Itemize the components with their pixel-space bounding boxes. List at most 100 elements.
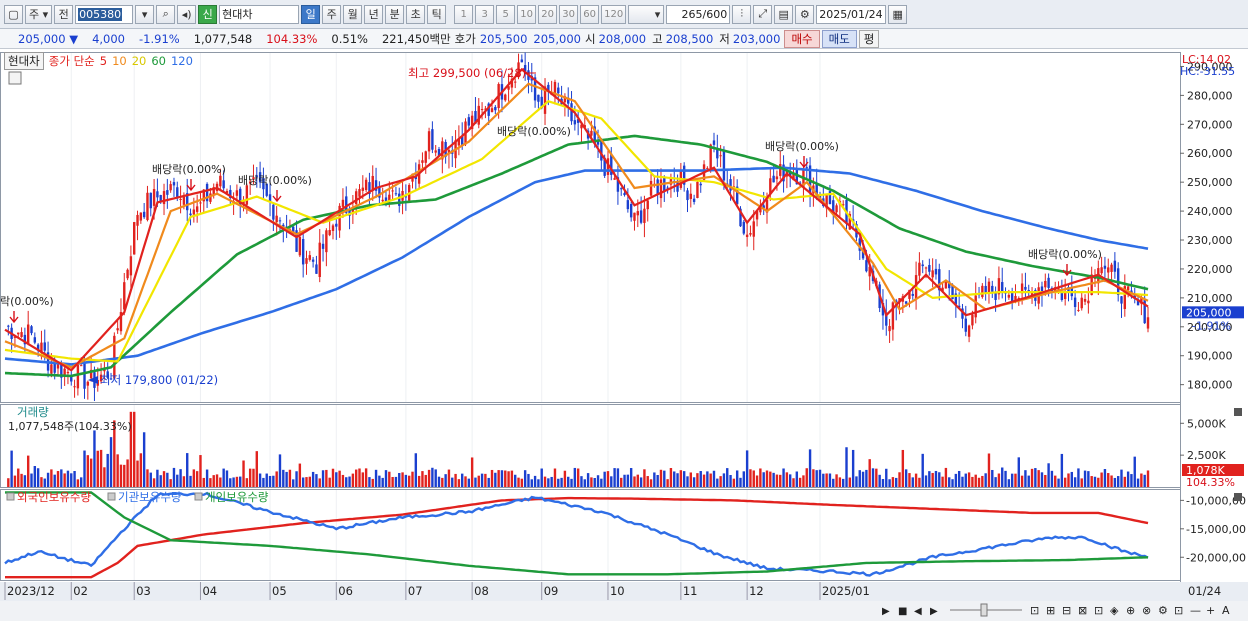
volume-bar (1143, 474, 1146, 487)
market-select[interactable]: 주 ▾ (25, 4, 53, 24)
volume-bar (643, 469, 646, 487)
candle (1107, 258, 1110, 282)
candle (779, 151, 782, 180)
interval-button-1[interactable]: 1 (454, 4, 474, 24)
candle (318, 229, 321, 283)
draw-tool-icon[interactable]: ⤢ (753, 4, 773, 24)
chart-settings-icon[interactable] (8, 71, 22, 85)
candle-body (149, 192, 152, 209)
candle-body (354, 191, 358, 205)
volume-bar (172, 467, 176, 487)
candle (149, 192, 152, 217)
volume-bar (169, 479, 172, 487)
x-tick-label: 08 (474, 584, 489, 598)
scroll-bar[interactable] (0, 601, 1248, 621)
volume-bar (885, 468, 888, 487)
volume-bar (242, 460, 245, 487)
volume-bar (1110, 475, 1113, 487)
candle-body (80, 365, 83, 367)
x-tick-label: 06 (338, 584, 353, 598)
interval-button-3[interactable]: 3 (475, 4, 495, 24)
period-button-2[interactable]: 월 (343, 4, 363, 24)
candle-body (494, 106, 497, 111)
candle (172, 177, 176, 197)
candle-body (23, 334, 27, 345)
candle (364, 177, 368, 193)
period-button-3[interactable]: 년 (364, 4, 384, 24)
speaker-icon[interactable]: ◂) (177, 4, 197, 24)
legend-ma20: 20 (131, 54, 147, 68)
period-button-0[interactable]: 일 (301, 4, 321, 24)
interval-button-5[interactable]: 5 (496, 4, 516, 24)
stock-chart[interactable]: 180,000 190,000 200,000 210,000 220,000 230,0… (0, 50, 1248, 621)
volume-bar (195, 471, 199, 487)
candle-body (689, 193, 692, 199)
period-button-5[interactable]: 초 (406, 4, 426, 24)
new-badge[interactable]: 신 (198, 4, 218, 24)
candle (470, 110, 474, 137)
volume-bar (1040, 472, 1044, 487)
candle-type-icon[interactable]: ⫶ (732, 4, 752, 24)
x-tick-label: 03 (136, 584, 151, 598)
candle-body (295, 230, 298, 252)
buy-button[interactable]: 매수 (784, 29, 820, 48)
code-input[interactable]: 005380 (75, 4, 134, 24)
save-icon[interactable]: ▤ (774, 4, 794, 24)
volume-bar (136, 460, 139, 487)
gear-icon[interactable]: ⚙ (795, 4, 815, 24)
interval-button-10[interactable]: 10 (517, 4, 537, 24)
period-button-1[interactable]: 주 (322, 4, 342, 24)
stock-name-field[interactable]: 현대차 (219, 4, 300, 24)
interval-dropdown[interactable]: ▾ (628, 4, 665, 24)
volume-bar (1130, 474, 1133, 487)
interval-button-120[interactable]: 120 (601, 4, 627, 24)
interval-button-60[interactable]: 60 (580, 4, 600, 24)
dividend-annotation: 배당락(0.00%) (238, 174, 312, 187)
prev-button[interactable]: 전 (54, 4, 74, 24)
code-dropdown-icon[interactable]: ▾ (135, 4, 155, 24)
low-price: 203,000 (732, 31, 781, 46)
candle-body (1077, 309, 1080, 311)
period-button-4[interactable]: 분 (385, 4, 405, 24)
count-field[interactable]: 265/600 (666, 4, 731, 24)
candle-body (205, 183, 209, 202)
candle-body (56, 362, 60, 369)
candle (659, 168, 663, 208)
flat-button[interactable]: 평 (858, 29, 880, 48)
calendar-icon[interactable]: ▦ (888, 4, 908, 24)
volume-bar (219, 477, 222, 487)
volume-bar (202, 477, 205, 487)
price-tick-label: 220,000 (1187, 263, 1233, 276)
candle (20, 327, 23, 338)
window-icon[interactable]: ▢ (4, 4, 23, 24)
volume-bar (411, 471, 414, 487)
candle-body (719, 155, 722, 157)
candle (477, 98, 480, 129)
interval-button-20[interactable]: 20 (538, 4, 558, 24)
candle (961, 303, 964, 329)
volume-bar (570, 478, 573, 487)
candle-body (255, 175, 258, 177)
search-icon[interactable]: ⌕ (156, 4, 176, 24)
volume-bar (345, 477, 348, 487)
zoom-slider-handle[interactable] (980, 603, 988, 617)
volume-panel-close-icon[interactable] (1234, 408, 1242, 416)
period-button-6[interactable]: 틱 (427, 4, 447, 24)
candle-body (331, 225, 335, 231)
interval-button-30[interactable]: 30 (559, 4, 579, 24)
holdings-panel-close-icon[interactable] (1234, 493, 1242, 501)
candle-body (325, 230, 328, 253)
volume-bar (921, 453, 924, 487)
volume-bar (152, 478, 156, 487)
ask-price-2: 205,000 (533, 31, 581, 46)
candle-body (858, 238, 861, 251)
candle (656, 169, 659, 205)
date-field[interactable]: 2025/01/24 (816, 4, 887, 24)
candle-body (954, 293, 958, 305)
candle-body (434, 150, 437, 153)
sell-button[interactable]: 매도 (821, 29, 857, 48)
x-tick-label: 05 (272, 584, 287, 598)
volume-bar (537, 479, 540, 487)
candle (553, 79, 557, 105)
volume-bar (331, 468, 335, 487)
